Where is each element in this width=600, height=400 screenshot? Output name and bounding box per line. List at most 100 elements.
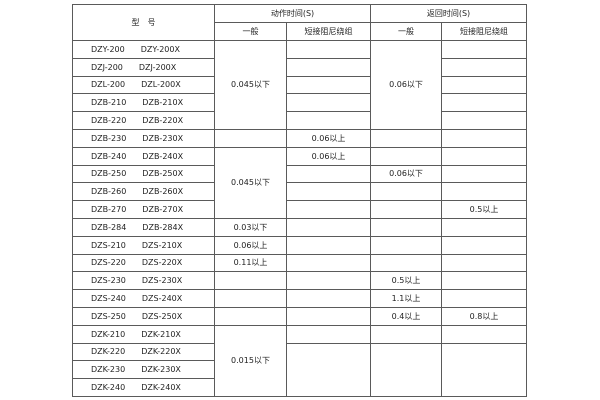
model-b: DZK-230X	[141, 365, 181, 375]
return-short-cell	[441, 57, 528, 77]
model-cell: DZL-200 DZL-200X	[72, 75, 215, 95]
return-short-cell	[441, 182, 528, 202]
model-cell: DZB-260 DZB-260X	[72, 182, 215, 202]
table-row: DZB-230 DZB-230X 0.06以上	[72, 128, 528, 148]
return-short-cell	[441, 164, 528, 184]
action-short-cell	[285, 235, 372, 255]
header-action-short: 短接阻尼绕组	[285, 22, 372, 41]
model-cell: DZB-270 DZB-270X	[72, 200, 215, 219]
action-short-cell	[285, 57, 372, 77]
return-general-cell: 1.1以上	[370, 289, 443, 308]
action-general-cell: 0.06以上	[214, 235, 287, 255]
return-short-cell	[441, 93, 528, 113]
model-cell: DZY-200 DZY-200X	[72, 40, 215, 59]
table-row: DZS-210 DZS-210X 0.06以上	[72, 235, 528, 255]
return-general-cell	[370, 253, 443, 273]
model-a: DZJ-200	[91, 62, 123, 72]
table-row: DZS-230 DZS-230X 0.5以上	[72, 271, 528, 291]
table-row: DZK-210 DZK-210X 0.015以下	[72, 324, 528, 397]
action-general-cell: 0.03以下	[214, 217, 287, 237]
model-a: DZK-210	[91, 329, 126, 339]
model-b: DZB-270X	[142, 205, 184, 215]
return-short-cell	[441, 40, 528, 59]
model-cell: DZS-210 DZS-210X	[72, 235, 215, 255]
model-a: DZB-250	[91, 169, 127, 179]
return-general-cell: 0.06以下	[370, 40, 443, 130]
action-general-cell	[214, 289, 287, 308]
model-cell: DZK-230 DZK-230X	[72, 360, 215, 380]
model-b: DZK-240X	[141, 383, 181, 393]
model-cell: DZB-284 DZB-284X	[72, 217, 215, 237]
table-row: DZB-250 DZB-250X 0.06以下	[72, 164, 528, 184]
model-cell: DZB-230 DZB-230X	[72, 128, 215, 148]
model-b: DZY-200X	[140, 44, 180, 54]
model-cell: DZK-220 DZK-220X	[72, 342, 215, 362]
action-short-cell	[285, 200, 372, 219]
model-a: DZY-200	[91, 44, 125, 54]
model-a: DZB-240	[91, 151, 127, 161]
table-row: DZB-260 DZB-260X	[72, 182, 528, 202]
return-short-cell	[441, 128, 528, 148]
action-general-cell: 0.015以下	[214, 324, 287, 397]
action-short-cell	[285, 289, 372, 308]
model-b: DZS-230X	[141, 276, 183, 286]
action-short-cell	[285, 75, 372, 95]
model-cell: DZB-220 DZB-220X	[72, 111, 215, 130]
return-general-cell	[370, 217, 443, 237]
return-general-cell	[370, 235, 443, 255]
return-short-cell	[441, 146, 528, 166]
action-short-cell	[285, 271, 372, 291]
model-a: DZB-220	[91, 116, 127, 126]
model-a: DZK-230	[91, 365, 126, 375]
model-b: DZB-260X	[142, 187, 184, 197]
action-short-cell: 0.06以上	[285, 128, 372, 148]
model-a: DZS-240	[91, 294, 126, 304]
table-row: DZS-220 DZS-220X 0.11以上	[72, 253, 528, 273]
model-b: DZK-210X	[141, 329, 181, 339]
model-b: DZB-220X	[142, 116, 184, 126]
table-row: DZS-250 DZS-250X 0.4以上 0.8以上	[72, 306, 528, 326]
model-b: DZB-230X	[142, 133, 184, 143]
return-general-cell	[370, 324, 443, 344]
return-general-cell: 0.5以上	[370, 271, 443, 291]
return-short-cell	[441, 75, 528, 95]
action-general-cell: 0.11以上	[214, 253, 287, 273]
action-short-cell	[285, 306, 372, 326]
model-a: DZK-240	[91, 383, 126, 393]
return-general-cell	[370, 342, 443, 397]
return-general-cell: 0.06以下	[370, 164, 443, 184]
action-short-cell	[285, 40, 372, 59]
table-row: DZB-284 DZB-284X 0.03以下	[72, 217, 528, 237]
return-short-cell: 0.5以上	[441, 200, 528, 219]
model-b: DZB-250X	[142, 169, 184, 179]
action-short-cell	[285, 324, 372, 344]
model-b: DZS-220X	[141, 258, 183, 268]
table-row: DZK-240 DZK-240X	[72, 378, 527, 397]
header-row-2: 一般 短接阻尼绕组 一般 短接阻尼绕组	[73, 22, 528, 41]
table-row: DZJ-200 DZJ-200X	[72, 57, 528, 77]
return-short-cell	[441, 342, 528, 397]
return-short-cell	[441, 271, 528, 291]
action-general-cell	[214, 271, 287, 291]
return-short-cell	[441, 289, 528, 308]
action-short-cell	[285, 342, 372, 397]
model-a: DZB-284	[91, 222, 127, 232]
header-return-time: 返回时间(S)	[370, 4, 528, 23]
header-model: 型 号	[72, 4, 215, 41]
model-b: DZS-240X	[141, 294, 183, 304]
model-cell: DZS-240 DZS-240X	[72, 289, 215, 308]
action-general-cell: 0.045以下	[214, 40, 287, 130]
model-cell: DZB-210 DZB-210X	[72, 93, 215, 113]
action-short-cell	[285, 164, 372, 184]
model-a: DZS-220	[91, 258, 126, 268]
table-row: DZY-200 DZY-200X 0.045以下 0.06以下	[72, 40, 528, 130]
relay-spec-table: 型 号 动作时间(S) 返回时间(S) 一般 短接阻尼绕组 一般 短接阻尼绕组 …	[72, 4, 528, 397]
return-short-cell	[441, 111, 528, 130]
return-general-cell: 0.4以上	[370, 306, 443, 326]
action-general-cell: 0.045以下	[214, 146, 287, 219]
model-b: DZB-210X	[142, 98, 184, 108]
action-short-cell	[285, 93, 372, 113]
return-short-cell	[441, 217, 528, 237]
model-b: DZB-240X	[142, 151, 184, 161]
model-a: DZL-200	[91, 80, 126, 90]
